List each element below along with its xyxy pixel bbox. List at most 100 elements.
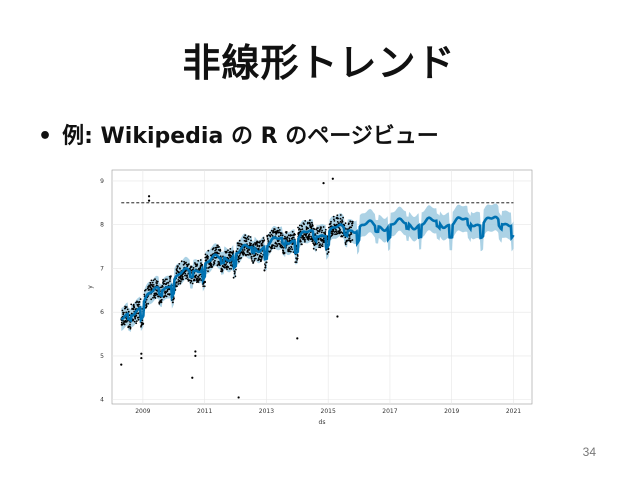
data-point bbox=[302, 235, 305, 237]
outlier-point bbox=[194, 350, 197, 353]
data-point bbox=[336, 214, 339, 217]
data-point bbox=[282, 249, 285, 252]
data-point bbox=[218, 252, 220, 255]
data-point bbox=[252, 243, 255, 246]
data-point bbox=[132, 308, 135, 311]
data-point bbox=[184, 272, 187, 275]
data-point bbox=[238, 239, 241, 242]
data-point bbox=[229, 248, 232, 250]
data-point bbox=[210, 263, 213, 265]
data-point bbox=[256, 245, 259, 247]
data-point bbox=[299, 239, 302, 241]
data-point bbox=[240, 257, 243, 259]
data-point bbox=[154, 278, 156, 281]
data-point bbox=[135, 322, 138, 325]
data-point bbox=[187, 278, 189, 281]
data-point bbox=[129, 323, 131, 326]
data-point bbox=[227, 266, 230, 268]
outlier-point bbox=[322, 182, 325, 185]
data-point bbox=[187, 263, 190, 265]
data-point bbox=[225, 251, 228, 254]
data-point bbox=[348, 237, 351, 239]
data-point bbox=[275, 242, 278, 245]
data-point bbox=[285, 231, 288, 233]
data-point bbox=[301, 243, 303, 246]
data-point bbox=[244, 234, 247, 237]
data-point bbox=[254, 254, 257, 257]
data-point bbox=[250, 242, 253, 245]
data-point bbox=[278, 229, 281, 231]
bullet-marker: • bbox=[38, 124, 53, 149]
data-point bbox=[308, 237, 310, 240]
data-point bbox=[298, 224, 301, 227]
data-point bbox=[152, 279, 155, 282]
data-point bbox=[216, 264, 219, 267]
data-point bbox=[239, 242, 241, 245]
data-point bbox=[250, 255, 253, 258]
data-point bbox=[154, 297, 157, 299]
data-point bbox=[259, 240, 261, 243]
data-point bbox=[238, 254, 241, 257]
data-point bbox=[263, 239, 266, 241]
x-tick-label: 2017 bbox=[382, 408, 397, 415]
data-point bbox=[149, 285, 151, 287]
data-point bbox=[133, 306, 136, 309]
y-tick-label: 6 bbox=[100, 309, 104, 316]
data-point bbox=[304, 220, 307, 222]
data-point bbox=[290, 234, 293, 237]
data-point bbox=[350, 233, 353, 235]
data-point bbox=[123, 323, 126, 326]
data-point bbox=[201, 263, 204, 266]
data-point bbox=[336, 221, 339, 223]
data-point bbox=[206, 257, 209, 260]
data-point bbox=[179, 277, 182, 280]
data-point bbox=[164, 278, 167, 281]
data-point bbox=[225, 263, 228, 265]
data-point bbox=[236, 248, 239, 250]
data-point bbox=[294, 233, 296, 236]
y-tick-label: 9 bbox=[100, 178, 104, 185]
data-point bbox=[145, 303, 148, 305]
data-point bbox=[339, 217, 342, 220]
data-point bbox=[321, 243, 324, 245]
data-point bbox=[120, 321, 123, 324]
data-point bbox=[259, 255, 262, 257]
data-point bbox=[261, 255, 263, 258]
data-point bbox=[324, 231, 327, 233]
data-point bbox=[316, 232, 319, 234]
data-point bbox=[297, 226, 299, 229]
bullet-text: 例: Wikipedia の R のページビュー bbox=[62, 124, 439, 149]
data-point bbox=[143, 293, 146, 296]
data-point bbox=[158, 302, 161, 305]
data-point bbox=[321, 229, 323, 232]
data-point bbox=[228, 261, 231, 264]
data-point bbox=[133, 320, 136, 323]
data-point bbox=[261, 244, 264, 246]
data-point bbox=[137, 316, 140, 319]
data-point bbox=[179, 282, 182, 285]
data-point bbox=[339, 220, 342, 223]
data-point bbox=[341, 219, 343, 222]
data-point bbox=[260, 252, 262, 255]
data-point bbox=[351, 220, 354, 223]
data-point bbox=[230, 267, 233, 270]
data-point bbox=[190, 280, 193, 283]
data-point bbox=[278, 235, 280, 238]
data-point bbox=[243, 252, 246, 255]
data-point bbox=[227, 249, 229, 252]
data-point bbox=[130, 303, 133, 306]
data-point bbox=[204, 281, 206, 284]
data-point bbox=[292, 236, 295, 239]
data-point bbox=[307, 227, 310, 230]
data-point bbox=[277, 242, 280, 245]
data-point bbox=[239, 253, 242, 255]
y-tick-label: 5 bbox=[100, 353, 104, 360]
data-point bbox=[160, 298, 163, 301]
data-point bbox=[169, 280, 171, 282]
data-point bbox=[215, 248, 218, 251]
data-point bbox=[133, 305, 135, 308]
x-tick-label: 2015 bbox=[321, 408, 336, 415]
data-point bbox=[199, 266, 202, 269]
outlier-point bbox=[194, 354, 197, 357]
data-point bbox=[165, 282, 168, 285]
